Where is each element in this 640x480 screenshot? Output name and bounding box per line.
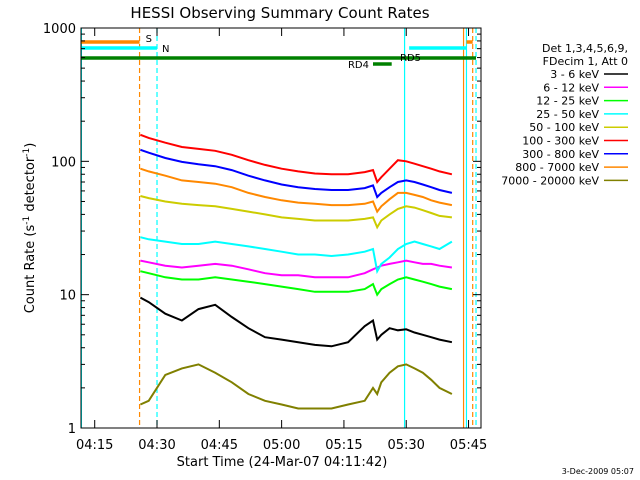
x-axis-label: Start Time (24-Mar-07 04:11:42) — [177, 455, 388, 470]
y-tick-label-2: 100 — [51, 155, 76, 170]
legend-label-4: 50 - 100 keV — [529, 121, 599, 134]
series-line-8 — [139, 363, 453, 410]
flag-label-rd4: RD4 — [348, 60, 369, 71]
series-line-4 — [140, 195, 453, 230]
series-line-5 — [140, 133, 453, 184]
y-axis-label-tail-sup: -1 — [22, 148, 32, 157]
chart-title: HESSI Observing Summary Count Rates — [130, 4, 429, 22]
legend-label-2: 12 - 25 keV — [536, 95, 599, 108]
axes: 04:15 04:30 04:45 05:00 05:15 05:30 05:45 1 10 10… — [43, 22, 487, 453]
plot-frame — [80, 27, 482, 429]
legend-label-8: 7000 - 20000 keV — [501, 174, 599, 187]
x-tick-label-0: 04:15 — [76, 438, 113, 453]
x-tick-label-1: 04:30 — [138, 438, 175, 453]
y-axis-label-end: ) — [23, 143, 38, 148]
legend-label-7: 800 - 7000 keV — [515, 161, 599, 174]
x-tick-label-3: 05:00 — [263, 438, 300, 453]
flag-label-rd5: RD5 — [400, 53, 421, 64]
x-tick-label-4: 05:15 — [325, 438, 362, 453]
legend-label-6: 300 - 800 keV — [522, 148, 599, 161]
x-tick-label-5: 05:30 — [387, 438, 424, 453]
y-axis-label-main: Count Rate (s — [23, 225, 38, 314]
y-tick-label-0: 1 — [68, 422, 76, 437]
legend-label-1: 6 - 12 keV — [543, 81, 599, 94]
legend-label-3: 25 - 50 keV — [536, 108, 599, 121]
legend-label-5: 100 - 300 keV — [522, 135, 599, 148]
legend: Det 1,3,4,5,6,9,FDecim 1, Att 03 - 6 keV… — [501, 42, 628, 187]
y-tick-label-3: 1000 — [43, 22, 76, 37]
y-axis-label-sup: -1 — [22, 216, 32, 225]
flag-label-s: S — [146, 34, 152, 45]
legend-label-0: 3 - 6 keV — [550, 68, 599, 81]
series-line-2 — [140, 270, 453, 297]
series-line-3 — [140, 236, 453, 275]
x-tick-label-6: 05:45 — [450, 438, 487, 453]
series-line-0 — [139, 296, 453, 348]
series-line-6 — [140, 148, 453, 199]
series-line-7 — [140, 167, 453, 214]
plot-area: SN RD4 RD5 — [80, 28, 477, 428]
y-axis-label-tail: detector — [23, 156, 38, 216]
x-tick-label-2: 04:45 — [201, 438, 238, 453]
legend-header-0: Det 1,3,4,5,6,9, — [542, 42, 628, 55]
flag-label-n: N — [162, 44, 169, 55]
y-axis-label: Count Rate (s-1 detector-1) — [22, 143, 38, 314]
legend-header-1: FDecim 1, Att 0 — [543, 55, 628, 68]
footer-timestamp: 3-Dec-2009 05:07 — [562, 467, 634, 476]
series-line-1 — [140, 259, 453, 279]
y-tick-label-1: 10 — [59, 289, 76, 304]
